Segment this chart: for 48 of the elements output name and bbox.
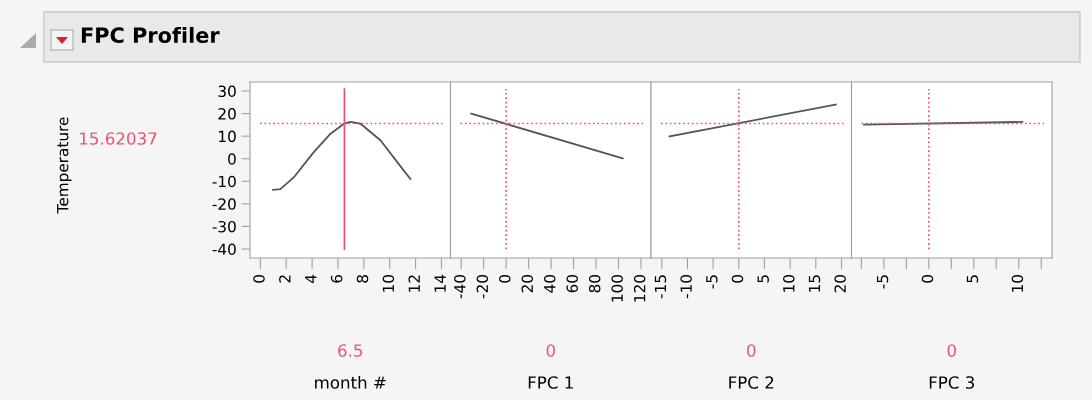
x-tick-label: 14 — [434, 274, 446, 292]
x-tick-label: 80 — [588, 274, 601, 293]
x-tick-label: 0 — [253, 274, 265, 283]
x-tick-label: 20 — [834, 274, 846, 293]
x-tick-label: 0 — [921, 274, 934, 283]
x-tick-label: 10 — [382, 274, 395, 292]
x-tick-label: -5 — [876, 275, 889, 289]
y-tick-label: 0 — [228, 153, 236, 165]
x-tick-label: 10 — [1011, 274, 1024, 292]
x-axis-title: FPC 3 — [929, 376, 974, 389]
x-tick-label: 120 — [633, 274, 646, 302]
ref-line-label: 6.5 — [338, 344, 363, 357]
y-axis-title: Temperature — [57, 117, 72, 214]
y-tick-label: 30 — [218, 85, 236, 98]
x-tick-label: -20 — [476, 274, 489, 299]
x-tick-label: 0 — [731, 274, 744, 283]
ref-line-label: 0 — [546, 344, 555, 357]
y-tick-label: 20 — [218, 108, 236, 120]
x-tick-label: 60 — [566, 274, 578, 293]
y-tick-label: -10 — [212, 175, 236, 188]
x-tick-label: 8 — [356, 275, 369, 283]
x-tick-label: -15 — [654, 275, 667, 299]
x-tick-label: 40 — [543, 274, 556, 293]
x-tick-label: 10 — [783, 274, 795, 292]
x-tick-label: -5 — [706, 275, 718, 289]
x-tick-label: 5 — [966, 275, 979, 283]
y-tick-label: -30 — [212, 220, 236, 233]
ref-line-label: 0 — [747, 344, 756, 357]
x-tick-label: -40 — [454, 274, 466, 299]
x-tick-label: 6 — [330, 274, 343, 283]
ref-line-label: 0 — [947, 344, 956, 357]
y-tick-label: 10 — [219, 130, 236, 143]
x-tick-label: 5 — [757, 275, 769, 283]
y-tick-label: -20 — [212, 198, 236, 210]
chart-title: FPC Profiler — [81, 26, 220, 44]
x-tick-label: 12 — [408, 275, 420, 292]
x-tick-label: -10 — [680, 274, 692, 299]
x-axis-title: month # — [315, 375, 386, 389]
x-tick-label: 4 — [305, 274, 317, 283]
x-tick-label: 15 — [808, 275, 821, 292]
x-tick-label: 0 — [499, 274, 511, 283]
y-tick-label: -40 — [212, 243, 236, 255]
ref-line-label: 15.62037 — [80, 132, 157, 145]
x-axis-title: FPC 1 — [528, 376, 573, 389]
x-axis-title: FPC 2 — [729, 376, 774, 389]
x-tick-label: 2 — [279, 275, 291, 283]
x-tick-label: 20 — [521, 274, 534, 293]
x-tick-label: 100 — [611, 274, 623, 302]
